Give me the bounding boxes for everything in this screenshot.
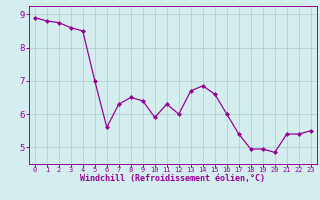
X-axis label: Windchill (Refroidissement éolien,°C): Windchill (Refroidissement éolien,°C): [80, 174, 265, 183]
